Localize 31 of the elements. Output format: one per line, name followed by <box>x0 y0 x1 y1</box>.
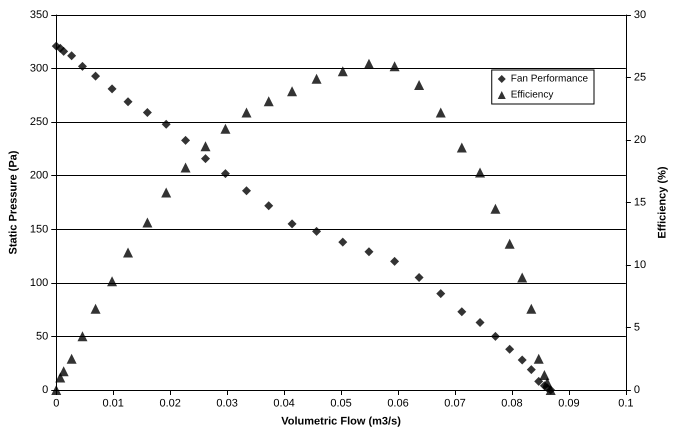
y-tick-label: 350 <box>30 9 48 21</box>
x-tick-label: 0.03 <box>216 398 238 410</box>
y-tick-label: 250 <box>30 116 48 128</box>
legend-label: Fan Performance <box>510 74 588 84</box>
y-tick-label: 0 <box>42 384 48 396</box>
x-tick-label: 0 <box>53 398 60 410</box>
x-tick-label: 0.06 <box>387 398 409 410</box>
y2-tick-label: 10 <box>634 259 646 271</box>
y2-tick-label: 0 <box>634 384 640 396</box>
x-axis-title: Volumetric Flow (m3/s) <box>281 416 402 428</box>
y-tick-label: 50 <box>36 330 48 342</box>
y2-tick-label: 20 <box>634 134 646 146</box>
y-tick-label: 100 <box>30 276 48 289</box>
x-tick-label: 0.07 <box>444 398 466 410</box>
x-tick-label: 0.09 <box>558 398 580 410</box>
y-axis-title: Static Pressure (Pa) <box>8 150 20 254</box>
x-tick-label: 0.08 <box>501 398 523 410</box>
y2-axis-title: Efficiency (%) <box>656 166 668 239</box>
x-tick-label: 0.04 <box>273 398 295 410</box>
y2-tick-label: 30 <box>634 9 646 21</box>
legend-label: Efficiency <box>510 90 554 100</box>
y2-tick-label: 25 <box>634 72 646 84</box>
y-tick-label: 300 <box>30 62 48 75</box>
y2-tick-label: 5 <box>634 322 640 334</box>
x-tick-label: 0.01 <box>102 398 124 410</box>
x-tick-label: 0.05 <box>330 398 352 410</box>
x-tick-label: 0.02 <box>159 398 181 410</box>
y2-tick-label: 15 <box>634 196 646 208</box>
y-tick-label: 150 <box>30 223 48 236</box>
y-tick-label: 200 <box>30 170 48 182</box>
x-tick-label: 0.1 <box>618 398 634 410</box>
